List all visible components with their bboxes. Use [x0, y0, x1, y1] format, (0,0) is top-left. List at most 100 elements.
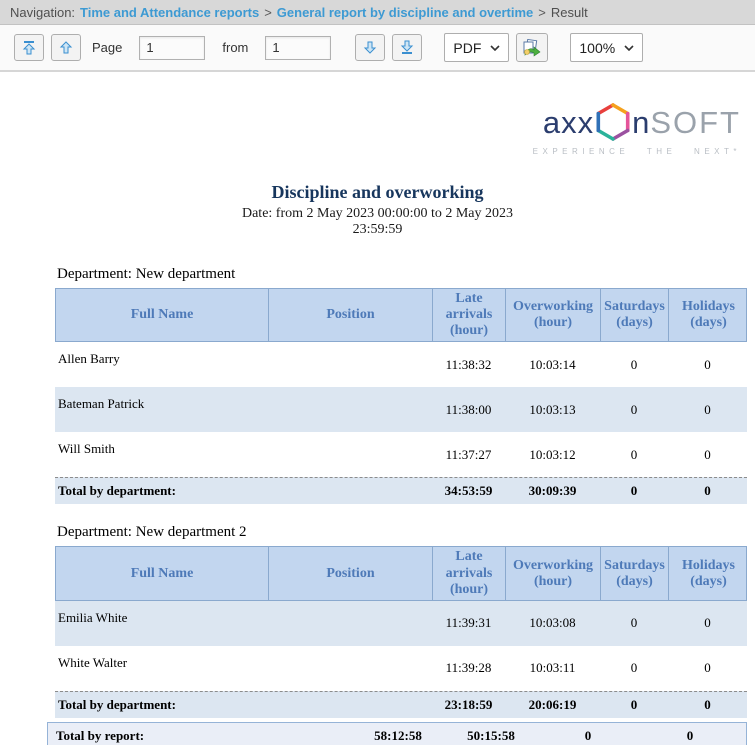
report-title: Discipline and overworking	[0, 182, 755, 203]
report-total-saturdays: 0	[542, 723, 634, 745]
total-late: 34:53:59	[432, 478, 505, 504]
first-page-icon	[22, 40, 36, 55]
total-label: Total by department:	[55, 478, 268, 504]
export-icon	[522, 39, 542, 57]
export-format-select[interactable]: PDF	[444, 33, 509, 62]
column-header-saturdays: Saturdays (days)	[601, 289, 669, 341]
cell-saturdays: 0	[600, 646, 668, 691]
table-header-row: Full Name Position Late arrivals (hour) …	[55, 546, 747, 600]
breadcrumb-link-general-report[interactable]: General report by discipline and overtim…	[277, 5, 533, 20]
cell-full-name: Emilia White	[55, 601, 268, 646]
table-header-row: Full Name Position Late arrivals (hour) …	[55, 288, 747, 342]
cell-position	[268, 342, 432, 387]
column-header-late: Late arrivals (hour)	[433, 289, 506, 341]
report-total-overworking: 50:15:58	[440, 723, 542, 745]
logo-text-soft: SOFT	[650, 107, 741, 138]
column-header-holidays: Holidays (days)	[669, 289, 748, 341]
table-row: Will Smith 11:37:27 10:03:12 0 0	[55, 432, 747, 477]
breadcrumb-prefix: Navigation:	[10, 5, 75, 20]
chevron-down-icon	[490, 45, 500, 51]
cell-holidays: 0	[668, 601, 747, 646]
total-late: 23:18:59	[432, 692, 505, 718]
export-format-value: PDF	[453, 40, 481, 56]
column-header-position: Position	[269, 547, 433, 599]
cell-overworking: 10:03:13	[505, 387, 600, 432]
zoom-value: 100%	[579, 40, 615, 56]
column-header-full-name: Full Name	[56, 547, 269, 599]
department-2-label: Department: New department 2	[57, 524, 755, 541]
table-row: White Walter 11:39:28 10:03:11 0 0	[55, 646, 747, 691]
hexagon-logo-icon	[595, 102, 631, 142]
total-label: Total by department:	[55, 692, 268, 718]
table-row: Emilia White 11:39:31 10:03:08 0 0	[55, 601, 747, 646]
breadcrumb-separator: >	[538, 5, 546, 20]
cell-overworking: 10:03:11	[505, 646, 600, 691]
cell-saturdays: 0	[600, 432, 668, 477]
report-total-label: Total by report:	[48, 723, 356, 745]
cell-full-name: Allen Barry	[55, 342, 268, 387]
prev-page-icon	[59, 40, 73, 55]
cell-holidays: 0	[668, 342, 747, 387]
column-header-position: Position	[269, 289, 433, 341]
first-page-button[interactable]	[14, 34, 44, 61]
cell-saturdays: 0	[600, 387, 668, 432]
cell-overworking: 10:03:12	[505, 432, 600, 477]
column-header-full-name: Full Name	[56, 289, 269, 341]
breadcrumb-link-time-attendance[interactable]: Time and Attendance reports	[80, 5, 259, 20]
total-pages-input[interactable]	[265, 36, 331, 60]
total-holidays: 0	[668, 692, 747, 718]
zoom-select[interactable]: 100%	[570, 33, 643, 62]
total-saturdays: 0	[600, 692, 668, 718]
cell-holidays: 0	[668, 646, 747, 691]
department-total-row: Total by department: 34:53:59 30:09:39 0…	[55, 477, 747, 504]
total-holidays: 0	[668, 478, 747, 504]
prev-page-button[interactable]	[51, 34, 81, 61]
chevron-down-icon	[624, 45, 634, 51]
cell-late: 11:39:31	[432, 601, 505, 646]
logo-tagline: EXPERIENCE THE NEXT*	[533, 147, 741, 156]
report-date-line1: Date: from 2 May 2023 00:00:00 to 2 May …	[0, 206, 755, 222]
cell-holidays: 0	[668, 387, 747, 432]
table-row: Bateman Patrick 11:38:00 10:03:13 0 0	[55, 387, 747, 432]
breadcrumb: Navigation: Time and Attendance reports …	[0, 0, 755, 25]
breadcrumb-separator: >	[264, 5, 272, 20]
cell-saturdays: 0	[600, 342, 668, 387]
last-page-icon	[400, 40, 414, 55]
cell-position	[268, 432, 432, 477]
next-page-icon	[363, 40, 377, 55]
export-button[interactable]	[516, 33, 548, 62]
report-total-holidays: 0	[634, 723, 746, 745]
cell-full-name: Bateman Patrick	[55, 387, 268, 432]
page-input[interactable]	[139, 36, 205, 60]
cell-position	[268, 646, 432, 691]
total-overworking: 20:06:19	[505, 692, 600, 718]
cell-full-name: Will Smith	[55, 432, 268, 477]
cell-position	[268, 601, 432, 646]
table-row: Allen Barry 11:38:32 10:03:14 0 0	[55, 342, 747, 387]
cell-late: 11:38:00	[432, 387, 505, 432]
cell-late: 11:39:28	[432, 646, 505, 691]
cell-late: 11:37:27	[432, 432, 505, 477]
department-1-label: Department: New department	[57, 266, 755, 283]
axxonsoft-logo: axx n SOFT EXPERIENCE THE NEXT*	[0, 102, 755, 156]
column-header-saturdays: Saturdays (days)	[601, 547, 669, 599]
department-1-table: Full Name Position Late arrivals (hour) …	[55, 288, 747, 504]
department-total-row: Total by department: 23:18:59 20:06:19 0…	[55, 691, 747, 718]
cell-full-name: White Walter	[55, 646, 268, 691]
breadcrumb-current: Result	[551, 5, 588, 20]
total-saturdays: 0	[600, 478, 668, 504]
total-overworking: 30:09:39	[505, 478, 600, 504]
cell-saturdays: 0	[600, 601, 668, 646]
cell-overworking: 10:03:08	[505, 601, 600, 646]
department-2-table: Full Name Position Late arrivals (hour) …	[55, 546, 747, 717]
cell-holidays: 0	[668, 432, 747, 477]
last-page-button[interactable]	[392, 34, 422, 61]
page-label: Page	[92, 40, 122, 55]
column-header-overworking: Overworking (hour)	[506, 289, 601, 341]
report-total-row: Total by report: 58:12:58 50:15:58 0 0	[47, 722, 747, 745]
column-header-holidays: Holidays (days)	[669, 547, 748, 599]
report-toolbar: Page from PDF 100%	[0, 25, 755, 72]
report-total-late: 58:12:58	[356, 723, 440, 745]
logo-text-n: n	[632, 107, 650, 138]
next-page-button[interactable]	[355, 34, 385, 61]
